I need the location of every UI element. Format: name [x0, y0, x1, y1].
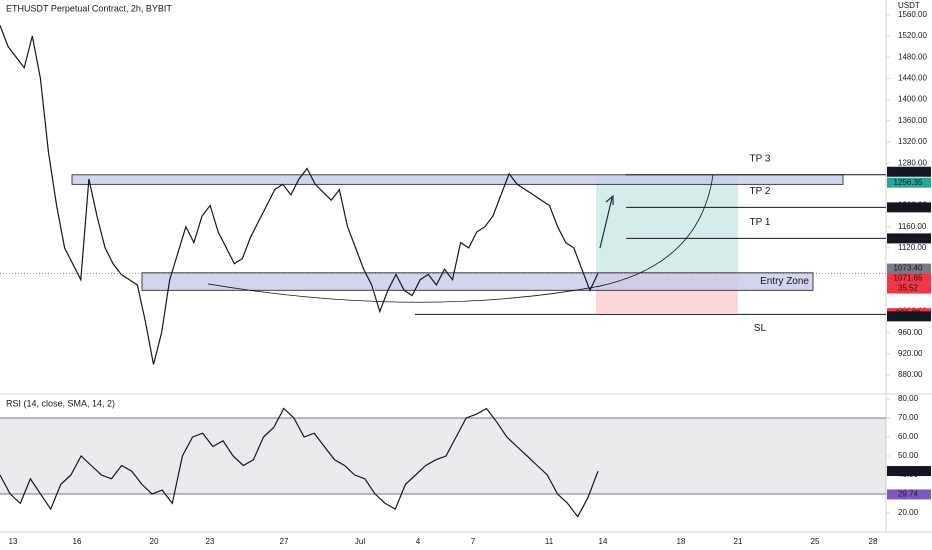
rsi-tag-label: 42.06	[898, 466, 919, 475]
level-label: TP 3	[750, 153, 771, 164]
rsi-tick-label: 80.00	[898, 394, 919, 403]
rsi-tag	[887, 489, 931, 500]
countdown-tag	[887, 283, 931, 294]
y-tick-label: 1320.00	[898, 137, 927, 146]
rsi-tick-label: 70.00	[898, 413, 919, 422]
chart-title: ETHUSDT Perpetual Contract, 2h, BYBIT	[6, 3, 172, 13]
y-tick-label: 880.00	[898, 370, 923, 379]
level-label: TP 1	[750, 217, 771, 228]
rsi-tick-label: 20.00	[898, 508, 919, 517]
x-tick-label: 25	[811, 537, 820, 546]
y-tick-label: 960.00	[898, 328, 923, 337]
price-tag-label: 1256.35	[894, 178, 923, 187]
price-tag	[887, 273, 931, 284]
price-tag-label: 994.60	[896, 311, 921, 320]
currency: USDT	[898, 1, 920, 10]
y-tick-label: 1280.00	[898, 158, 927, 167]
x-tick-label: 18	[677, 537, 686, 546]
price-tag	[887, 177, 931, 188]
y-tick-label: 1560.00	[898, 10, 927, 19]
arc	[207, 174, 714, 303]
x-tick-label: 14	[599, 537, 608, 546]
x-tick-label: 27	[280, 537, 289, 546]
x-tick-label: 23	[206, 537, 215, 546]
x-tick-label: 20	[150, 537, 159, 546]
price-tag	[887, 233, 931, 244]
rsi-tick-label: 50.00	[898, 451, 919, 460]
arrow-head	[605, 194, 614, 205]
x-tick-label: 11	[545, 537, 554, 546]
x-tick-label: 21	[734, 537, 743, 546]
arrow	[599, 197, 613, 249]
x-tick-label: 7	[471, 537, 476, 546]
y-tick-label: 1400.00	[898, 95, 927, 104]
price-tag-label: 1071.65	[894, 274, 923, 283]
target-area	[596, 175, 738, 274]
price-tag	[887, 166, 931, 177]
y-tick-label: 1440.00	[898, 74, 927, 83]
price-tag	[887, 311, 931, 322]
rsi-line	[0, 407, 599, 518]
price-line	[0, 25, 599, 365]
x-tick-label: Jul	[355, 537, 365, 546]
rsi-band	[0, 418, 886, 494]
y-tick-label: 1160.00	[898, 222, 927, 231]
x-tick-label: 28	[869, 537, 878, 546]
price-tag-label: 1073.40	[894, 264, 923, 273]
level-label: TP 2	[750, 186, 771, 197]
zone	[71, 174, 844, 185]
x-tick-label: 16	[73, 537, 82, 546]
y-tick-label: 1520.00	[898, 31, 927, 40]
countdown: 35:52	[898, 284, 919, 293]
y-tick-label: 920.00	[898, 349, 923, 358]
price-tag	[887, 202, 931, 213]
zone-label: Entry Zone	[760, 276, 809, 287]
rsi-title: RSI (14, close, SMA, 14, 2)	[6, 398, 115, 408]
y-tick-label: 1480.00	[898, 52, 927, 61]
price-tag-label: 1196.55	[894, 202, 923, 211]
rsi-tag-label: 29.74	[898, 490, 919, 499]
price-tag-label: 1137.95	[894, 234, 923, 243]
level-label: SL	[754, 323, 767, 334]
zone	[141, 272, 814, 291]
rsi-tick-label: 60.00	[898, 432, 919, 441]
y-tick-label: 1120.00	[898, 243, 927, 252]
y-tick-label: 1360.00	[898, 116, 927, 125]
x-tick-label: 4	[416, 537, 421, 546]
price-tag-label: 1258.10	[894, 167, 923, 176]
price-tag	[887, 263, 931, 274]
rsi-tag	[887, 466, 931, 477]
x-tick-label: 13	[9, 537, 18, 546]
